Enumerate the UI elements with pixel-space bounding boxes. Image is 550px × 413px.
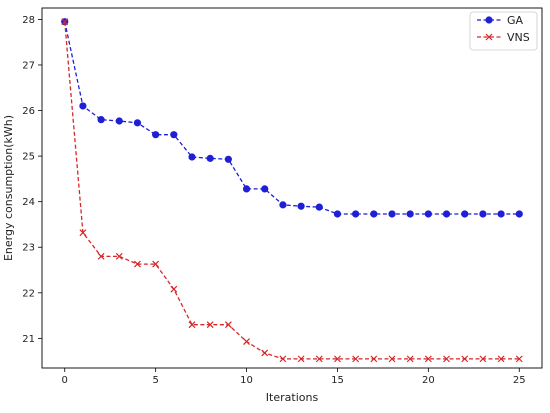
legend-vns-label: VNS xyxy=(507,31,530,44)
y-tick-label: 24 xyxy=(22,197,35,208)
y-tick-label: 26 xyxy=(22,106,35,117)
vns-data-point xyxy=(406,355,414,363)
x-tick-label: 10 xyxy=(240,375,253,386)
vns-data-point xyxy=(115,252,123,260)
ga-data-point xyxy=(479,210,487,218)
ga-data-point xyxy=(424,210,432,218)
vns-data-point xyxy=(461,355,469,363)
ga-data-point xyxy=(297,202,305,210)
vns-data-point xyxy=(352,355,360,363)
ga-data-point xyxy=(461,210,469,218)
axis-ticks: 0 5 10 15 20 25 21 22 23 24 25 26 27 28 xyxy=(22,15,525,386)
vns-data-point xyxy=(370,355,378,363)
ga-data-point xyxy=(406,210,414,218)
vns-data-point xyxy=(334,355,341,363)
ga-series-line xyxy=(64,21,520,215)
vns-data-point xyxy=(443,355,450,363)
y-tick-label: 21 xyxy=(22,334,35,345)
x-tick-label: 0 xyxy=(62,375,68,386)
plot-frame xyxy=(41,7,543,369)
vns-data-point xyxy=(134,260,141,268)
ga-data-point xyxy=(315,203,323,211)
vns-data-point xyxy=(497,355,505,363)
y-axis-label: Energy consumption(kWh) xyxy=(2,115,15,261)
y-tick-label: 27 xyxy=(22,60,35,71)
x-tick-label: 5 xyxy=(152,375,158,386)
ga-data-point xyxy=(352,210,360,218)
x-tick-label: 25 xyxy=(513,375,526,386)
ga-data-point xyxy=(224,155,232,163)
vns-data-point xyxy=(261,349,269,357)
vns-data-point xyxy=(224,321,232,329)
x-tick-label: 20 xyxy=(422,375,435,386)
x-axis-label: Iterations xyxy=(266,391,319,404)
x-tick-label: 15 xyxy=(331,375,344,386)
y-tick-label: 28 xyxy=(22,15,35,26)
vns-data-point xyxy=(515,355,523,363)
vns-data-point xyxy=(188,321,196,329)
ga-data-point xyxy=(497,210,505,218)
vns-data-point xyxy=(297,355,305,363)
vns-data-point xyxy=(206,321,214,329)
vns-data-point xyxy=(79,229,87,237)
ga-data-point xyxy=(370,210,378,218)
vns-data-point xyxy=(97,252,105,260)
vns-data-point xyxy=(315,355,323,363)
vns-data-point xyxy=(479,355,487,363)
ga-data-point xyxy=(333,210,342,218)
series-layer xyxy=(61,18,523,363)
ga-data-point xyxy=(515,210,523,218)
ga-data-point xyxy=(206,154,214,162)
vns-series-line xyxy=(64,21,520,360)
y-tick-label: 22 xyxy=(22,288,35,299)
vns-data-point xyxy=(61,18,69,26)
ga-data-point xyxy=(242,185,251,193)
ga-data-point xyxy=(388,210,396,218)
ga-data-point xyxy=(442,210,451,218)
vns-data-point xyxy=(388,355,396,363)
ga-data-point xyxy=(261,185,269,193)
ga-data-point xyxy=(188,153,196,161)
ga-data-point xyxy=(97,116,105,124)
ga-data-point xyxy=(133,119,142,127)
ga-data-point xyxy=(79,102,87,110)
ga-data-point xyxy=(152,131,160,139)
ga-data-point xyxy=(170,131,178,139)
legend: GA VNS xyxy=(469,11,538,51)
legend-vns-marker xyxy=(485,33,493,41)
vns-data-point xyxy=(424,355,432,363)
legend-ga-label: GA xyxy=(507,14,524,27)
ga-data-point xyxy=(279,201,287,209)
legend-ga-marker xyxy=(485,16,493,24)
vns-data-point xyxy=(152,260,160,268)
vns-data-point xyxy=(279,355,287,363)
ga-data-point xyxy=(115,117,123,125)
y-tick-label: 23 xyxy=(22,243,35,254)
vns-data-point xyxy=(243,338,250,345)
y-tick-label: 25 xyxy=(22,152,35,163)
vns-data-point xyxy=(170,285,178,293)
